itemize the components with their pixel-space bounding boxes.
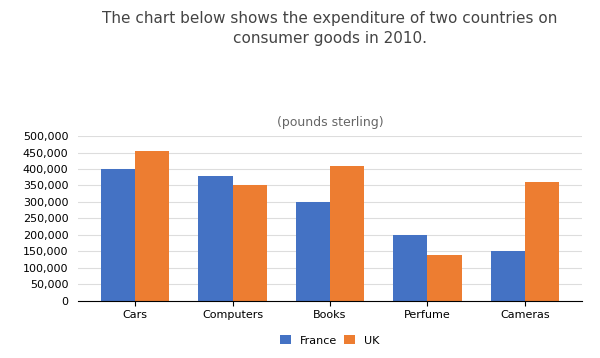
Text: (pounds sterling): (pounds sterling) bbox=[277, 116, 383, 129]
Bar bbox=[525, 182, 559, 301]
Bar bbox=[330, 166, 364, 301]
Bar bbox=[394, 235, 427, 301]
Bar bbox=[427, 255, 461, 301]
Text: The chart below shows the expenditure of two countries on
consumer goods in 2010: The chart below shows the expenditure of… bbox=[103, 11, 557, 45]
Bar bbox=[296, 202, 330, 301]
Bar bbox=[101, 169, 135, 301]
Bar bbox=[199, 175, 233, 301]
Legend: France, UK: France, UK bbox=[276, 331, 384, 350]
Bar bbox=[135, 151, 169, 301]
Bar bbox=[233, 185, 266, 301]
Bar bbox=[491, 251, 525, 301]
